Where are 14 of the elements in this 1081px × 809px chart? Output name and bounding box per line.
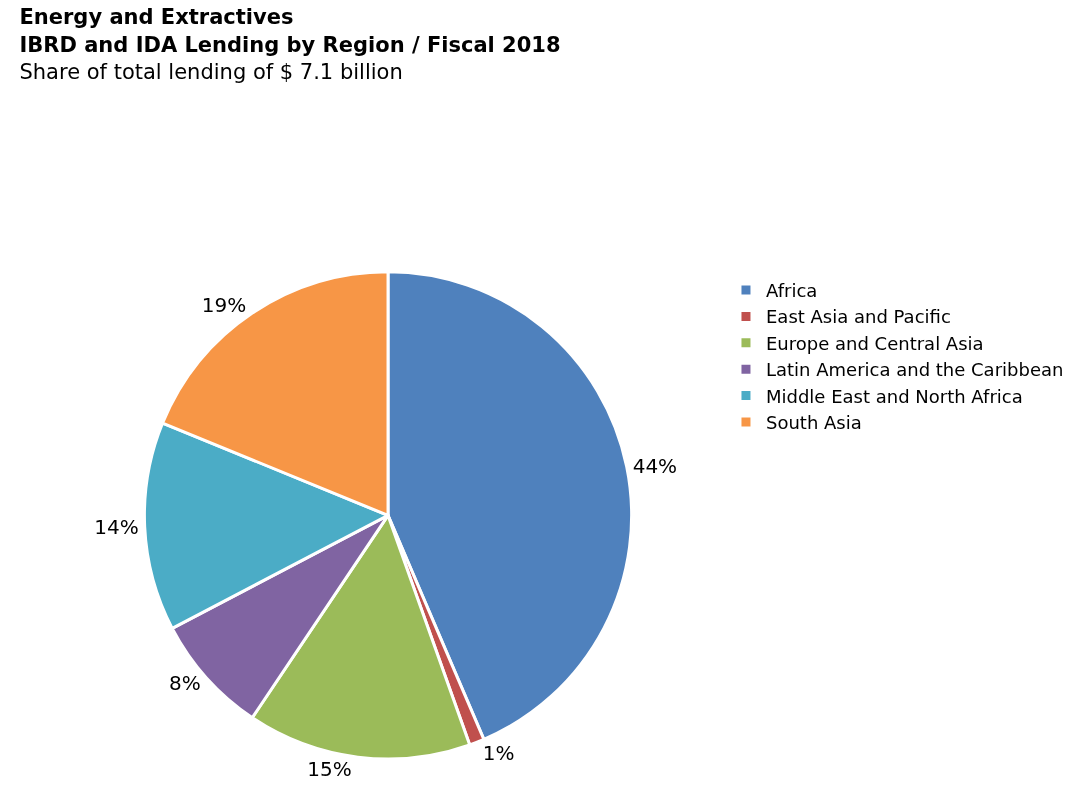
data-label: 14%	[94, 514, 139, 539]
legend-label: Latin America and the Caribbean	[765, 359, 1064, 381]
data-label: 44%	[632, 454, 678, 478]
chart-subtitle: Share of total lending of $ 7.1 billion	[19, 59, 403, 84]
legend-label: Europe and Central Asia	[765, 332, 984, 354]
legend-label: Africa	[765, 280, 818, 302]
data-label: 1%	[482, 740, 515, 765]
data-label: 8%	[168, 671, 201, 696]
legend-label: South Asia	[765, 412, 862, 434]
data-label: 15%	[307, 756, 352, 781]
data-label: 19%	[201, 292, 247, 317]
legend-label: East Asia and Pacific	[765, 306, 951, 328]
legend-label: Middle East and North Africa	[765, 385, 1023, 407]
chart-title: Energy and Extractives IBRD and IDA Lending by Region / Fiscal 2018	[19, 5, 561, 57]
